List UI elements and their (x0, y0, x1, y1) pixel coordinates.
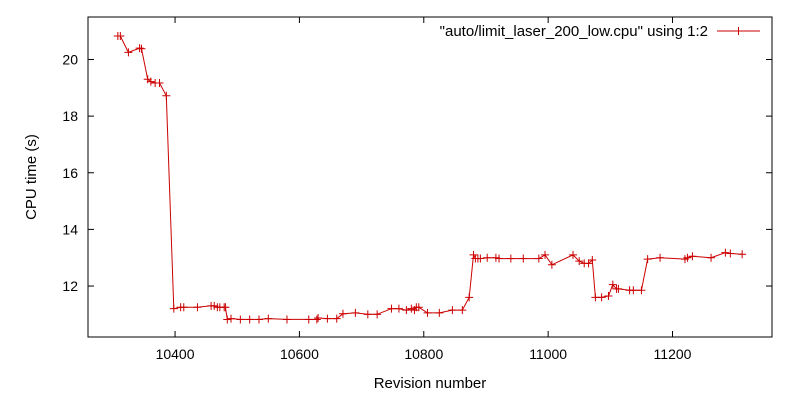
data-point (255, 315, 263, 324)
data-point (469, 250, 478, 259)
data-point (643, 255, 652, 264)
data-point (506, 254, 515, 263)
data-point (402, 306, 411, 315)
x-tick-label: 10400 (156, 346, 195, 362)
data-point (683, 253, 692, 262)
data-point (312, 315, 321, 324)
y-tick-label: 14 (62, 221, 78, 237)
data-point (387, 304, 396, 313)
series-layer (113, 31, 747, 324)
x-tick-label: 10600 (280, 346, 319, 362)
data-point (448, 306, 457, 315)
data-point (323, 314, 332, 323)
data-point (363, 310, 372, 319)
data-point (614, 284, 623, 293)
y-tick-label: 12 (62, 278, 78, 294)
data-point (584, 259, 593, 268)
ticks-layer: 10400 10600 10800 11000 11200 12 14 16 18 20 (62, 17, 772, 362)
data-point (726, 249, 735, 258)
data-point (282, 315, 291, 324)
data-point (116, 31, 125, 40)
data-point (476, 254, 485, 263)
data-point (569, 250, 578, 259)
data-point (169, 304, 178, 313)
data-point (547, 260, 556, 269)
data-point (135, 44, 144, 53)
data-point (314, 314, 323, 323)
x-tick-label: 11200 (654, 346, 692, 362)
data-point (707, 253, 716, 262)
data-point (534, 254, 543, 263)
data-point (124, 48, 133, 57)
data-point (162, 91, 171, 100)
data-point (236, 315, 245, 324)
data-point (332, 314, 341, 323)
data-point (394, 304, 403, 313)
data-point (519, 254, 528, 263)
data-point (588, 255, 597, 264)
data-point (575, 257, 584, 266)
data-point (541, 250, 550, 259)
legend: "auto/limit_laser_200_low.cpu" using 1:2 (440, 23, 760, 40)
data-point (435, 308, 444, 317)
data-point (483, 253, 492, 262)
legend-label: "auto/limit_laser_200_low.cpu" using 1:2 (440, 23, 708, 40)
data-point (495, 254, 504, 263)
data-point (597, 293, 606, 302)
data-point (146, 77, 155, 86)
data-point (351, 308, 360, 317)
data-point (227, 314, 236, 323)
data-point (193, 303, 202, 312)
y-axis-title: CPU time (s) (23, 134, 40, 220)
y-tick-label: 20 (62, 51, 78, 67)
data-point (221, 303, 230, 312)
legend-marker (734, 27, 743, 35)
data-point (179, 303, 188, 312)
x-tick-label: 11000 (529, 346, 567, 362)
data-point (304, 315, 313, 324)
data-point (373, 310, 382, 319)
y-tick-label: 16 (62, 165, 78, 181)
data-point (637, 286, 646, 295)
data-point (414, 303, 423, 312)
data-point (738, 250, 747, 259)
y-tick-label: 18 (62, 108, 78, 124)
data-point (458, 306, 467, 315)
x-tick-label: 10800 (404, 346, 443, 362)
data-point (721, 248, 730, 257)
data-point (155, 78, 164, 87)
data-point (423, 308, 432, 317)
x-axis-title: Revision number (374, 375, 487, 392)
data-point (223, 315, 232, 324)
data-point (465, 293, 474, 302)
data-point (656, 253, 665, 262)
data-point (245, 315, 254, 324)
data-point (137, 44, 146, 53)
plot-frame (87, 16, 773, 338)
data-point (604, 291, 613, 300)
data-point (264, 314, 273, 323)
data-point (608, 280, 617, 289)
series-line (117, 35, 743, 321)
data-point (338, 309, 347, 318)
data-point (688, 252, 697, 261)
data-point (629, 286, 638, 295)
